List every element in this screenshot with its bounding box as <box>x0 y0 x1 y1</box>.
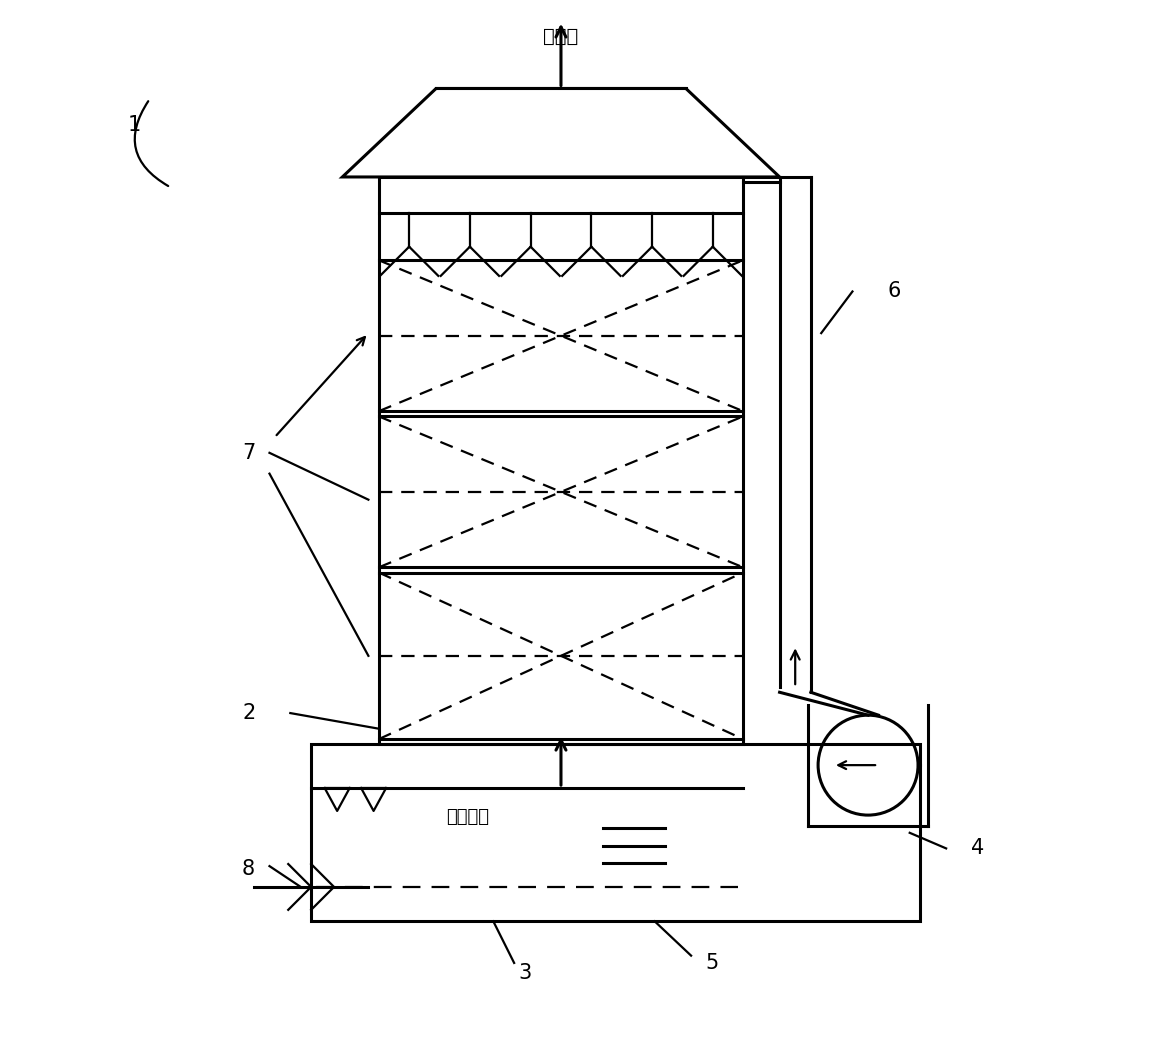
Text: 2: 2 <box>242 703 255 723</box>
Text: 6: 6 <box>888 281 900 302</box>
Text: 净气排: 净气排 <box>544 27 579 46</box>
Text: 7: 7 <box>242 442 255 463</box>
Text: 3: 3 <box>518 963 531 984</box>
Text: 5: 5 <box>706 953 718 973</box>
FancyArrowPatch shape <box>135 101 168 186</box>
Text: 8: 8 <box>242 859 255 880</box>
Text: 1: 1 <box>128 115 141 135</box>
Text: 循环液池: 循环液池 <box>446 808 488 827</box>
Text: 4: 4 <box>971 838 984 859</box>
